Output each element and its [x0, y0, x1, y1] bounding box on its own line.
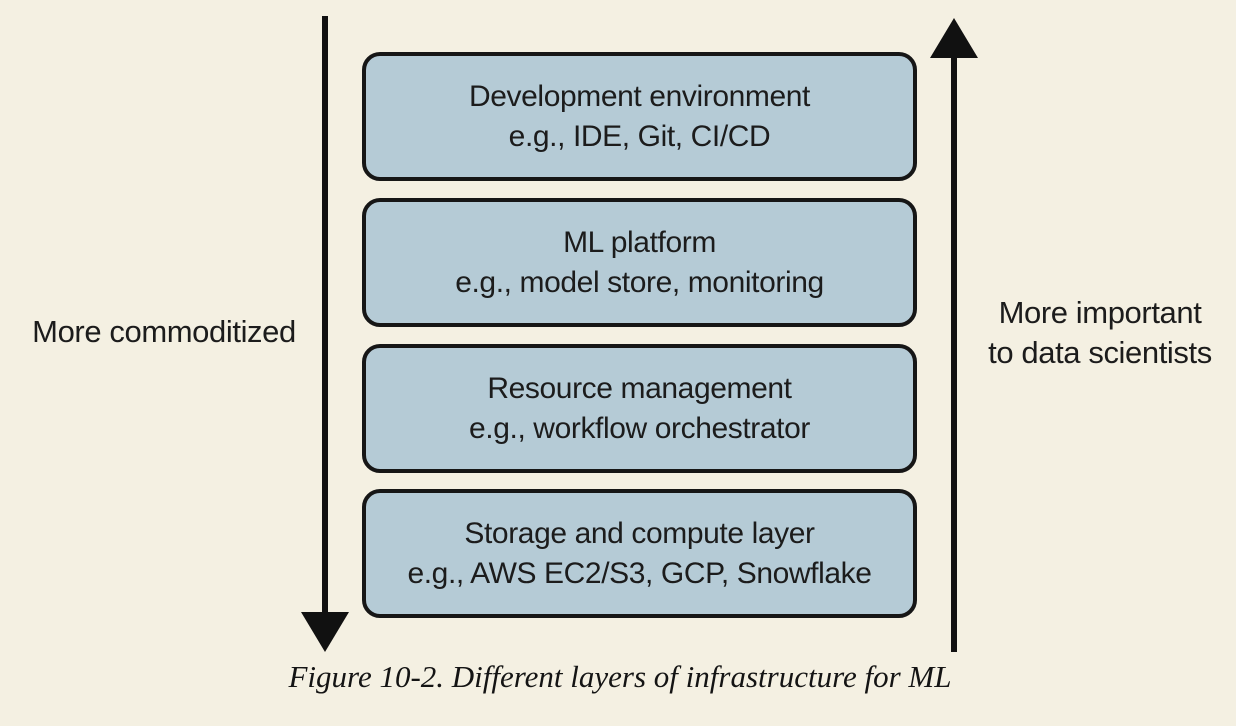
layer-box-development-environment: Development environment e.g., IDE, Git, … [362, 52, 917, 181]
down-arrow-shaft [322, 16, 328, 616]
up-arrowhead-icon [930, 18, 978, 58]
right-axis-label-line1: More important [998, 295, 1202, 330]
layer-examples: e.g., workflow orchestrator [469, 411, 810, 445]
layer-title: Development environment [469, 79, 810, 113]
layer-box-ml-platform: ML platform e.g., model store, monitorin… [362, 198, 917, 327]
up-arrow-shaft [951, 54, 957, 652]
layer-examples: e.g., IDE, Git, CI/CD [508, 119, 771, 153]
figure-caption: Figure 10-2. Different layers of infrast… [288, 659, 952, 694]
layer-title: Storage and compute layer [464, 516, 815, 550]
layer-box-resource-management: Resource management e.g., workflow orche… [362, 344, 917, 473]
layer-examples: e.g., model store, monitoring [455, 265, 824, 299]
down-arrowhead-icon [301, 612, 349, 652]
layer-title: Resource management [487, 371, 792, 405]
layer-box-storage-and-compute: Storage and compute layer e.g., AWS EC2/… [362, 489, 917, 618]
right-axis-label: More important to data scientists [964, 293, 1236, 373]
right-axis-label-line2: to data scientists [988, 335, 1212, 370]
layer-title: ML platform [563, 225, 716, 259]
left-axis-label: More commoditized [32, 314, 296, 349]
layer-examples: e.g., AWS EC2/S3, GCP, Snowflake [407, 556, 872, 590]
